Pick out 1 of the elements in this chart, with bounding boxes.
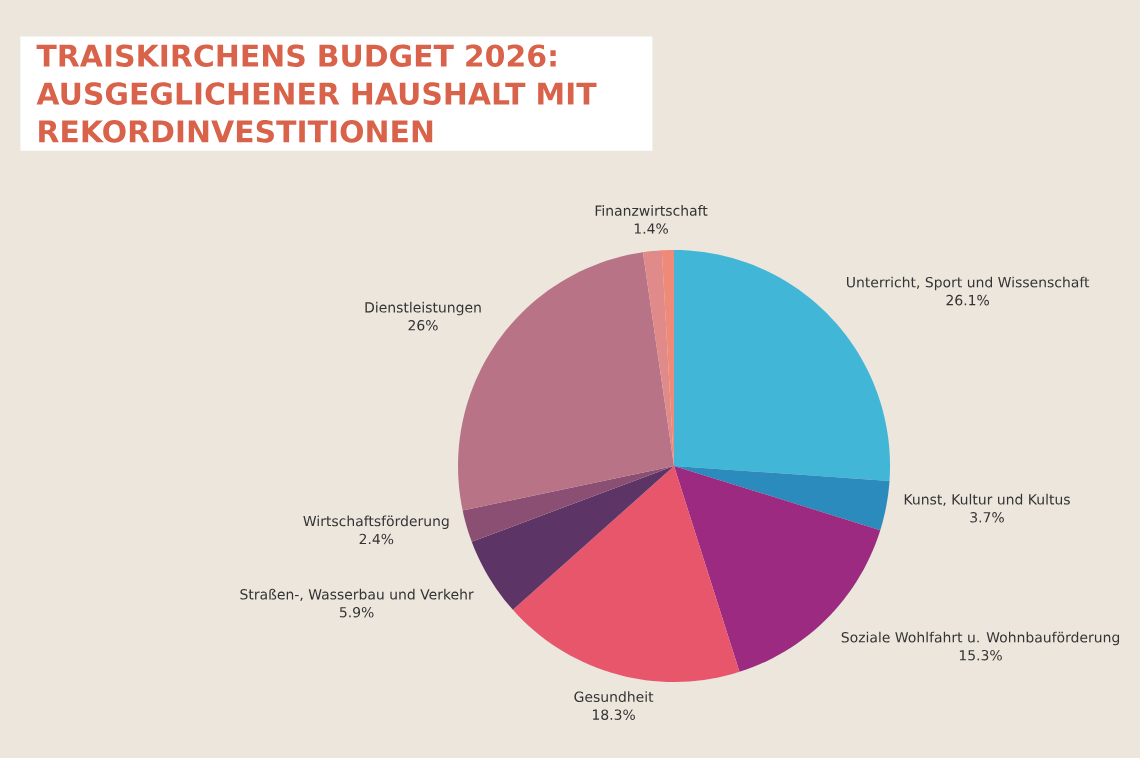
chart-title: TRAISKIRCHENS BUDGET 2026: AUSGEGLICHENER HAUSHALT MIT REKORDINVESTITIONEN: [36, 44, 597, 143]
